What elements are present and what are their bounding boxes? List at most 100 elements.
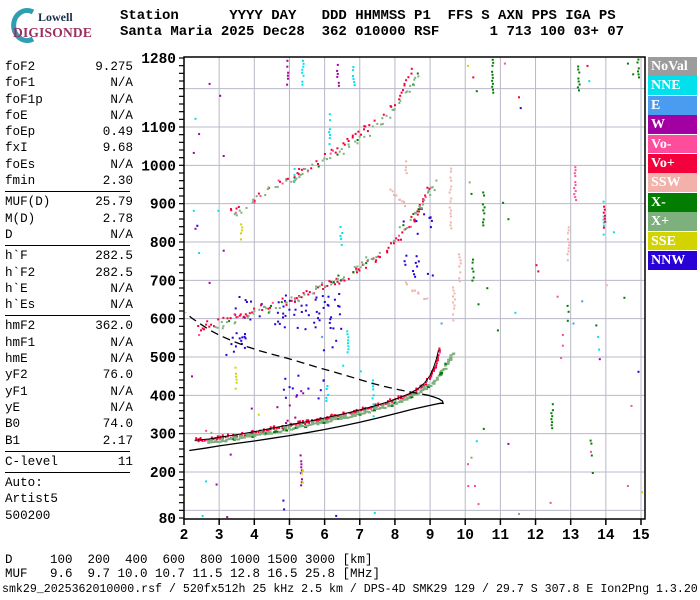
param-label: foEs: [5, 157, 36, 172]
y-tick-label: 500: [150, 351, 176, 367]
trace-dot-f-1hop-o: [330, 413, 333, 416]
trace-dot-f-2hop-o: [365, 266, 367, 269]
trace-dot-f-3hop-o: [300, 168, 303, 171]
trace-dot-f-2hop-x: [337, 274, 340, 277]
spread-echo-dot: [235, 332, 238, 335]
trace-dot-f-3hop-x: [354, 140, 357, 143]
trace-dot-f-2hop-x: [246, 317, 249, 320]
trace-dot-f-2hop-o: [422, 198, 425, 201]
trace-dot-f-1hop-x: [343, 414, 347, 417]
param-row-fof1: foF1 N/A: [5, 75, 133, 91]
trace-dot-f-2hop-o: [330, 281, 333, 283]
trace-dot-f-1hop-x: [325, 421, 329, 424]
trace-dot-f-1hop-o: [251, 432, 254, 434]
trace-dot-f-3hop-x: [264, 194, 267, 196]
trace-dot-f-1hop-x: [222, 440, 226, 443]
trace-dot-f-1hop-x: [419, 390, 423, 393]
interference-dot: [602, 215, 605, 218]
interference-dot: [329, 134, 331, 137]
trace-dot-f-1hop-x: [292, 427, 296, 430]
trace-dot-f-2hop-o: [244, 313, 247, 316]
speck-dot: [597, 335, 600, 338]
param-value: 11: [117, 454, 133, 469]
speck-dot: [572, 322, 575, 325]
trace-dot-f-2hop-o: [285, 303, 288, 306]
interference-dot: [336, 63, 339, 66]
trace-dot-f-3hop-o: [410, 67, 413, 70]
param-label: C-level: [5, 454, 58, 469]
trace-dot-f-2hop-o: [251, 311, 254, 314]
trace-dot-f-2hop-o: [400, 238, 402, 241]
param-row-foes: foEs N/A: [5, 157, 133, 173]
spread-echo-dot: [315, 296, 318, 299]
interference-dot: [577, 80, 580, 83]
param-label: foF2: [5, 60, 36, 74]
spread-echo-dot: [249, 318, 252, 321]
trace-dot-f-2hop-x: [315, 285, 317, 288]
interference-dot: [328, 128, 331, 131]
interference-dot: [577, 65, 580, 68]
interference-dot: [372, 385, 375, 388]
interference-dot: [452, 313, 455, 316]
interference-dot: [302, 74, 305, 77]
interference-dot: [568, 241, 571, 244]
trace-dot-f-1hop-x: [237, 438, 240, 441]
interference-dot: [453, 298, 456, 301]
spread-echo-dot: [288, 404, 291, 407]
trace-dot-f-3hop-x: [393, 108, 396, 111]
trace-dot-f-3hop-o: [277, 179, 280, 182]
trace-dot-f-2hop-o: [269, 306, 272, 309]
trace-dot-f-1hop-x: [374, 406, 378, 409]
trace-dot-f-3hop-o: [281, 182, 284, 185]
interference-dot: [471, 279, 474, 282]
legend-item-noval: NoVal: [648, 57, 697, 76]
interference-dot: [482, 224, 485, 227]
spread-echo-dot: [314, 298, 317, 301]
trace-dot-f-2hop-x: [412, 213, 415, 215]
trace-dot-f-3hop-x: [356, 139, 359, 141]
trace-dot-f-2hop-o: [290, 299, 293, 302]
trace-dot-f-1hop-x: [358, 413, 362, 416]
spread-echo-dot: [416, 265, 419, 268]
speck-dot: [588, 80, 591, 83]
trace-dot-f-2hop-x: [263, 305, 266, 308]
speck-dot: [470, 192, 473, 195]
spread-echo-dot: [431, 274, 434, 277]
trace-dot-f-3hop-o: [351, 134, 354, 137]
trace-dot-f-2hop-x: [435, 179, 438, 182]
trace-dot-f-1hop-x: [329, 420, 333, 423]
trace-dot-ssw-streak-b: [389, 188, 392, 191]
trace-dot-f-1hop-x: [318, 421, 322, 424]
trace-dot-f-3hop-o: [323, 153, 326, 155]
trace-dot-f-2hop-x: [258, 308, 261, 311]
trace-dot-f-1hop-x: [408, 394, 412, 397]
param-row-hmf2: hmF2 362.0: [5, 318, 133, 334]
trace-dot-f-2hop-o: [200, 329, 202, 332]
param-label: D: [5, 227, 13, 242]
speck-dot: [331, 346, 334, 349]
trace-dot-f-1hop-o: [326, 418, 329, 421]
trace-dot-f-2hop-x: [312, 292, 315, 295]
trace-dot-ssw-streak-b: [391, 190, 394, 193]
trace-dot-f-1hop-o: [199, 437, 202, 440]
trace-dot-f-2hop-o: [210, 323, 213, 326]
trace-dot-f-2hop-x: [378, 251, 381, 254]
trace-dot-f-3hop-x: [416, 72, 419, 75]
spread-echo-dot: [333, 298, 336, 301]
speck-dot: [623, 296, 626, 299]
trace-dot-f-2hop-x: [392, 239, 395, 242]
doppler-direction-legend: NoVal NNE E W Vo- Vo+ SSW X- X+ SSE NNW: [648, 57, 697, 270]
trace-dot-ssw-streak-a: [406, 283, 408, 286]
interference-dot: [287, 71, 290, 74]
trace-dot-f-2hop-x: [417, 208, 420, 211]
trace-dot-f-3hop-o: [354, 132, 357, 135]
x-tick-label: 9: [426, 528, 435, 544]
trace-dot-f-2hop-o: [242, 315, 245, 318]
speck-dot: [598, 358, 601, 361]
trace-dot-f-1hop-o: [426, 380, 428, 382]
trace-dot-f-1hop-x: [381, 404, 385, 407]
trace-dot-f-1hop-o: [275, 427, 278, 430]
y-tick-label: 600: [150, 313, 176, 329]
trace-dot-f-1hop-o: [368, 407, 371, 410]
param-row-fxi: fxI 9.68: [5, 140, 133, 156]
